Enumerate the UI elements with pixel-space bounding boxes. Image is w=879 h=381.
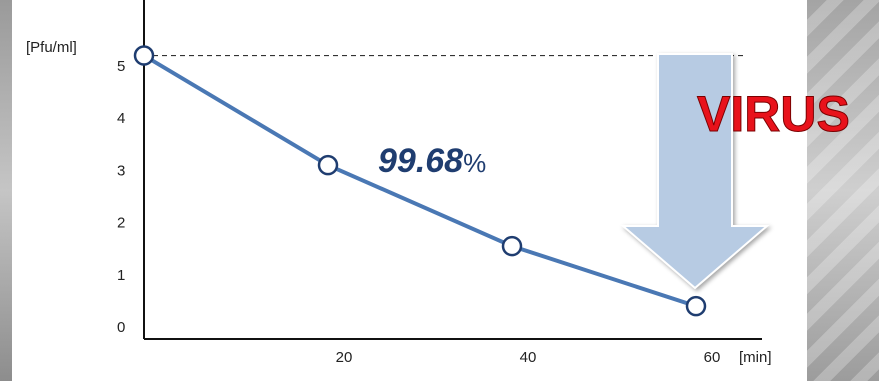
y-tick-label: 0 — [117, 319, 125, 336]
series-group — [133, 45, 707, 317]
y-tick-label: 4 — [117, 110, 125, 127]
data-point — [685, 295, 707, 317]
reduction-annotation: 99.68% — [378, 142, 486, 180]
left-background-band — [0, 0, 12, 381]
y-tick-label: 3 — [117, 162, 125, 179]
x-tick-label: 40 — [520, 349, 537, 366]
y-tick-label: 5 — [117, 58, 125, 75]
y-tick-label: 2 — [117, 215, 125, 232]
right-background-band — [807, 0, 879, 381]
x-tick-label: 20 — [336, 349, 353, 366]
x-axis-label: [min] — [739, 349, 772, 366]
data-point — [133, 45, 155, 66]
y-axis-label: [Pfu/ml] — [26, 39, 77, 56]
reduction-value: 99.68 — [378, 142, 463, 180]
reduction-arrow-group — [620, 53, 770, 290]
down-arrow — [620, 53, 770, 290]
reduction-unit: % — [463, 148, 486, 178]
virus-label: VIRUS — [697, 86, 850, 142]
y-tick-label: 1 — [117, 267, 125, 284]
axes: 0 1 2 3 4 5 20 40 60 — [117, 0, 762, 366]
x-tick-label: 60 — [704, 349, 721, 366]
data-point — [317, 154, 339, 176]
labels-group: [Pfu/ml] [min] 99.68% VIRUS — [26, 39, 850, 366]
data-point — [501, 235, 523, 257]
series-line — [142, 53, 697, 309]
